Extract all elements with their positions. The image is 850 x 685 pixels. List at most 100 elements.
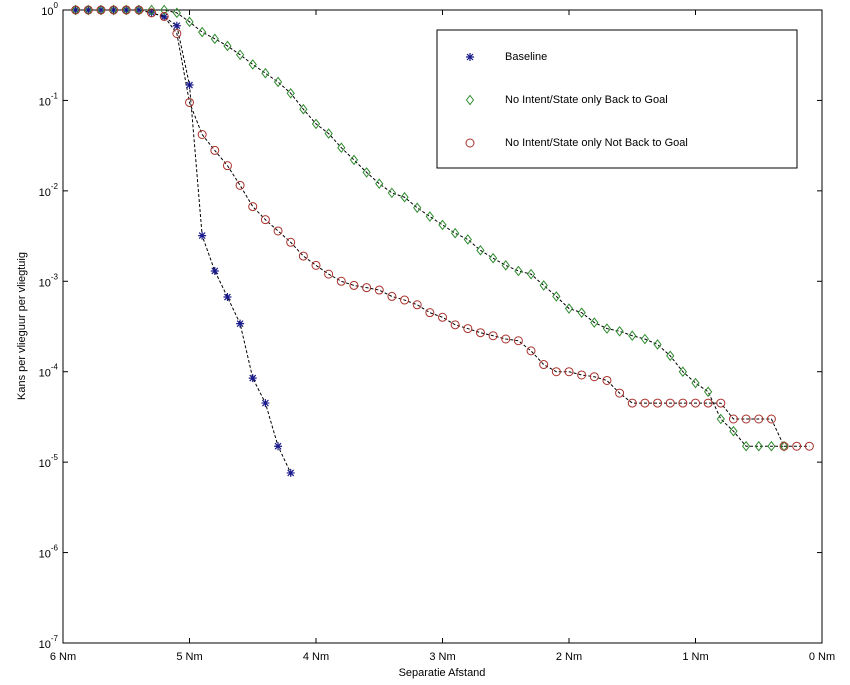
marker-shape (160, 4, 169, 16)
data-point (767, 440, 776, 452)
marker-shape (337, 142, 346, 154)
marker-shape (324, 269, 334, 279)
marker-shape (273, 76, 283, 88)
marker-shape (198, 231, 207, 240)
data-point (337, 142, 346, 154)
data-point (539, 360, 549, 370)
marker-shape (274, 442, 283, 451)
data-point (640, 333, 650, 345)
marker-shape (223, 40, 232, 52)
marker-shape (466, 53, 474, 61)
data-point (475, 328, 485, 338)
marker-shape (210, 145, 220, 155)
data-point (615, 325, 624, 337)
marker-shape (198, 26, 207, 38)
data-point (349, 280, 359, 290)
marker-shape (248, 374, 257, 383)
marker-shape (172, 28, 182, 38)
data-point (741, 414, 751, 424)
data-point (223, 40, 232, 52)
data-point (754, 414, 764, 424)
data-point (463, 234, 472, 245)
data-point (121, 5, 131, 15)
data-point (71, 6, 80, 14)
marker-shape (465, 94, 475, 106)
data-point (488, 252, 498, 264)
data-point (374, 285, 384, 295)
data-point (665, 398, 675, 408)
x-tick-label: 0 Nm (809, 651, 835, 663)
marker-shape (147, 8, 157, 18)
data-point (792, 441, 802, 451)
marker-shape (336, 276, 346, 286)
data-point (412, 300, 422, 310)
marker-shape (349, 280, 359, 290)
y-tick-label: 10-4 (39, 363, 59, 380)
data-point (526, 346, 536, 356)
data-point (172, 21, 181, 30)
data-point (336, 276, 346, 286)
data-point (349, 154, 359, 166)
marker-shape (716, 398, 726, 408)
data-point (159, 11, 169, 21)
marker-shape (109, 5, 119, 15)
data-point (678, 366, 687, 378)
marker-shape (248, 202, 258, 212)
y-tick-label: 10-1 (39, 92, 59, 109)
data-point (602, 323, 612, 334)
marker-shape (235, 49, 245, 61)
data-point (438, 219, 447, 231)
data-point (286, 468, 295, 477)
marker-shape (640, 333, 650, 345)
marker-shape (451, 227, 460, 239)
data-point (274, 442, 283, 451)
data-point (96, 5, 106, 15)
marker-shape (666, 350, 675, 362)
marker-shape (589, 372, 599, 382)
marker-shape (551, 367, 561, 377)
marker-shape (627, 398, 637, 408)
data-point (666, 350, 675, 362)
data-point (627, 398, 637, 408)
data-point (551, 367, 561, 377)
data-point (134, 5, 144, 15)
data-point (653, 398, 663, 408)
marker-shape (400, 191, 409, 203)
marker-shape (703, 398, 713, 408)
marker-shape (728, 414, 738, 424)
data-point (286, 87, 295, 99)
data-point (134, 6, 143, 14)
data-point (235, 49, 245, 61)
data-point (71, 5, 81, 15)
marker-shape (514, 265, 523, 277)
marker-shape (704, 386, 713, 398)
marker-shape (577, 370, 587, 380)
marker-shape (210, 266, 219, 275)
data-point (501, 334, 511, 344)
data-point (425, 308, 435, 318)
marker-shape (665, 398, 675, 408)
marker-shape (185, 97, 194, 107)
data-point (197, 129, 207, 139)
data-point (172, 7, 181, 19)
marker-shape (134, 6, 143, 14)
data-point (109, 6, 118, 14)
marker-shape (147, 4, 156, 16)
data-point (261, 67, 270, 79)
data-point (109, 5, 119, 15)
data-point (261, 399, 270, 408)
data-point (273, 76, 283, 88)
data-point (160, 4, 169, 16)
marker-shape (222, 161, 232, 171)
marker-shape (741, 440, 751, 452)
marker-shape (147, 8, 156, 17)
marker-shape (185, 16, 194, 28)
x-tick-label: 2 Nm (556, 651, 582, 663)
legend-frame (436, 29, 798, 169)
data-point (513, 336, 523, 346)
data-point (488, 331, 498, 341)
legend-marker (466, 53, 474, 61)
data-point (526, 268, 536, 280)
data-point (779, 441, 789, 451)
data-point (463, 324, 473, 334)
